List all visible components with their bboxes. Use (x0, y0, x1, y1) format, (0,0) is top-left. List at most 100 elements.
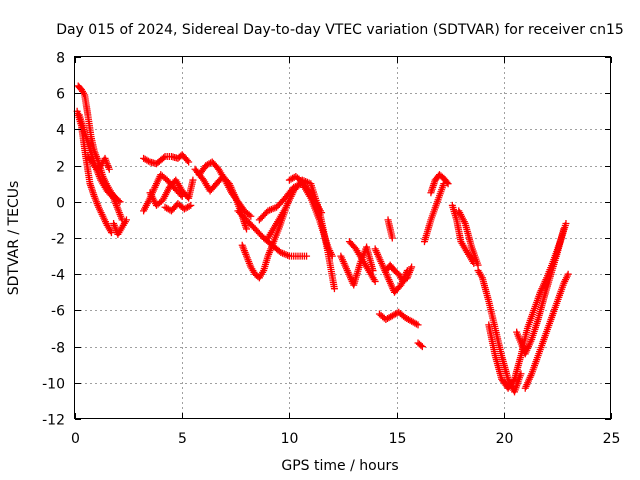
data-point-trail (75, 83, 84, 92)
data-point-trail (421, 218, 434, 244)
data-point-trail (409, 318, 420, 328)
data-point-trail (274, 196, 288, 210)
data-point-trail (324, 251, 338, 291)
data-point-trail (541, 272, 554, 298)
data-point-trail (441, 176, 451, 186)
data-point-trail (392, 283, 404, 295)
data-point-trail (456, 209, 468, 226)
data-point (318, 209, 326, 217)
data-point-trail (163, 153, 173, 161)
data-point-trail (100, 214, 110, 228)
y-axis-label: SDTVAR / TECUs (6, 181, 22, 296)
data-point-trail (158, 172, 170, 183)
data-point-trail (485, 299, 499, 330)
data-point-trail (350, 261, 364, 287)
data-point-trail (387, 263, 397, 273)
data-series (73, 82, 572, 396)
data-point-trail (492, 354, 505, 381)
data-point-trail (415, 340, 425, 349)
data-point (185, 158, 193, 166)
x-tick-label: 10 (281, 431, 299, 447)
y-tick-label: 2 (56, 160, 65, 176)
data-point-trail (102, 156, 113, 171)
data-point-trail (524, 308, 537, 330)
data-point-trail (511, 372, 524, 394)
data-point-trail (154, 197, 165, 208)
data-point-trail (279, 249, 292, 259)
series-track-27 (455, 207, 482, 269)
x-tick-label: 20 (496, 431, 514, 447)
data-point (418, 343, 426, 351)
series-track-13 (234, 207, 311, 260)
data-point-trail (95, 205, 106, 218)
data-point-trail (179, 152, 191, 165)
x-tick-label: 5 (178, 431, 187, 447)
data-point-trail (390, 309, 401, 319)
data-point-trail (175, 152, 185, 161)
series-track-16 (285, 172, 326, 217)
data-point-trail (82, 155, 94, 186)
data-point (187, 201, 195, 209)
data-point-trail (110, 196, 121, 211)
data-point (243, 225, 251, 233)
data-point-trail (353, 247, 365, 262)
data-point-trail (372, 247, 385, 266)
data-point (247, 212, 255, 220)
data-point (564, 270, 572, 278)
data-point-trail (154, 157, 163, 167)
data-point-trail (554, 227, 567, 255)
data-point-trail (296, 252, 308, 260)
data-point-trail (432, 172, 442, 183)
data-point-trail (93, 167, 104, 182)
data-point-trail (248, 265, 258, 276)
data-point-trail (453, 218, 465, 244)
data-point (371, 277, 379, 285)
plot-frame (74, 56, 611, 419)
data-point-trail (235, 208, 249, 222)
y-axis-ticks: -12 -10 -8 -6 -4 -2 0 2 4 6 8 (42, 51, 611, 429)
data-point-trail (148, 158, 159, 167)
data-point-trail (492, 327, 505, 358)
data-point-trail (479, 276, 492, 303)
y-tick-label: 8 (56, 51, 65, 67)
data-point-trail (299, 179, 312, 193)
data-point-trail (85, 154, 95, 165)
series-track-25 (420, 180, 448, 246)
data-point-trail (287, 173, 298, 183)
data-point-trail (274, 207, 288, 226)
data-point-trail (257, 208, 271, 222)
data-point-trail (347, 239, 359, 251)
data-point-trail (293, 174, 305, 185)
data-point-trail (115, 207, 125, 222)
data-point-trail (256, 268, 267, 280)
data-point-trail (548, 299, 561, 321)
series-track-23 (414, 339, 426, 351)
data-point-trail (392, 268, 401, 277)
x-tick-label: 25 (603, 431, 621, 447)
series-track-10 (195, 158, 255, 220)
data-point-trail (87, 182, 98, 199)
data-point-trail (434, 182, 447, 204)
data-point-trail (91, 194, 102, 209)
series-track-30 (513, 225, 568, 358)
x-tick-label: 15 (389, 431, 407, 447)
series-track-4 (84, 153, 113, 173)
data-point-trail (261, 235, 275, 248)
data-point-trail (169, 153, 180, 162)
data-point-trail (94, 163, 103, 172)
data-point-trail (115, 225, 125, 237)
data-point-trail (239, 243, 250, 258)
data-point-trail (535, 294, 548, 321)
data-point-trail (428, 200, 441, 222)
y-tick-label: -4 (51, 268, 65, 284)
data-point (562, 220, 570, 228)
data-point-trail (98, 156, 108, 168)
series-track-21 (375, 308, 422, 329)
data-point-trail (403, 315, 414, 324)
data-point (303, 252, 311, 260)
data-point-trail (270, 242, 283, 255)
data-point (388, 234, 396, 242)
data-point-trail (182, 202, 193, 212)
y-tick-label: -12 (42, 413, 65, 429)
series-track-6 (140, 151, 193, 168)
